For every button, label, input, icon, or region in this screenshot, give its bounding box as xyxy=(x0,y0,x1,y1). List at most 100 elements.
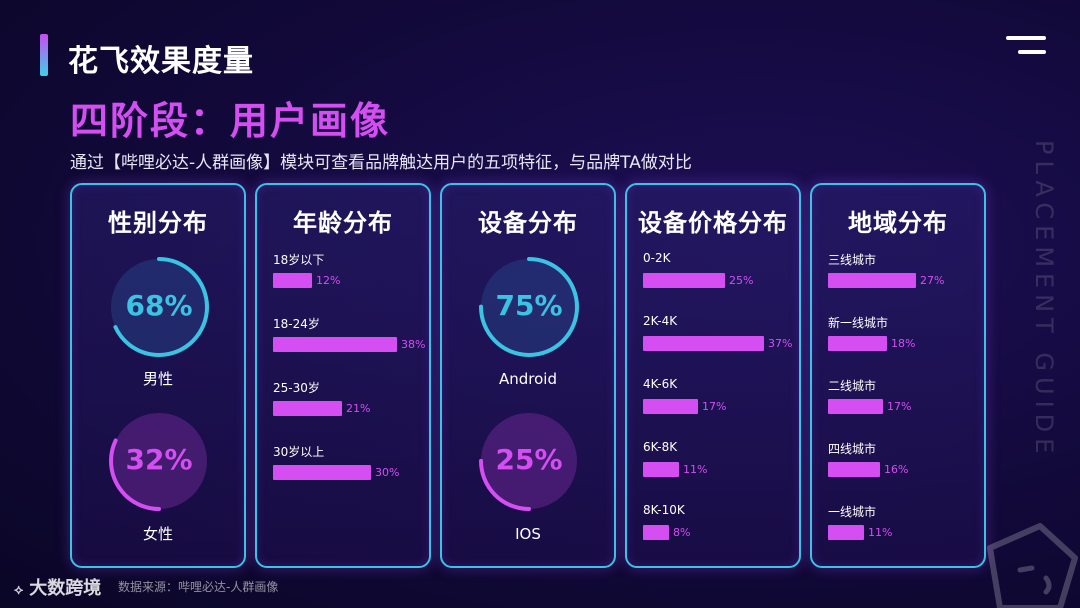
android-percentage: 75% xyxy=(495,289,563,322)
female-label: 女性 xyxy=(142,525,173,543)
price-bar-item: 6K-8K 11% xyxy=(643,440,803,477)
footer-logo: ⟡ 大数跨境 xyxy=(14,574,101,600)
region-bar-item: 新一线城市 18% xyxy=(828,314,988,351)
price-bar-row: 37% xyxy=(643,335,803,351)
age-bar-value: 38% xyxy=(401,337,426,351)
price-bar-label: 8K-10K xyxy=(643,503,685,517)
age-bar-fill xyxy=(273,336,397,352)
android-donut: 75% xyxy=(477,255,581,359)
price-bar-fill xyxy=(643,524,669,540)
region-bar-item: 三线城市 27% xyxy=(828,251,988,288)
price-bar-fill xyxy=(643,398,698,414)
region-bar-row: 16% xyxy=(828,461,988,477)
age-bar-value: 21% xyxy=(346,401,371,415)
age-bar-row: 30% xyxy=(273,464,433,480)
side-watermark-text: PLACEMENT GUIDE xyxy=(1030,140,1058,460)
region-bar-value: 18% xyxy=(891,336,916,350)
price-bar-value: 17% xyxy=(702,399,727,413)
region-bar-label: 四线城市 xyxy=(828,442,877,456)
price-bar-row: 11% xyxy=(643,461,803,477)
gender-panel: 性别分布 68% 男性 32% 女性 xyxy=(70,183,246,568)
price-bar-value: 11% xyxy=(683,462,708,476)
ios-donut: 25% xyxy=(477,409,581,513)
price-bar-label: 2K-4K xyxy=(643,314,678,328)
gender-panel-title: 性别分布 xyxy=(108,209,208,237)
region-bar-label: 一线城市 xyxy=(828,505,877,519)
age-bar-item: 18岁以下 12% xyxy=(273,251,433,288)
region-bar-value: 11% xyxy=(868,525,893,539)
region-bar-value: 16% xyxy=(884,462,909,476)
region-bar-item: 二线城市 17% xyxy=(828,377,988,414)
region-bar-row: 18% xyxy=(828,335,988,351)
logo-mark-icon: ⟡ xyxy=(14,582,24,598)
price-panel-title: 设备价格分布 xyxy=(638,209,788,237)
region-bar-row: 11% xyxy=(828,524,988,540)
age-bar-value: 30% xyxy=(375,465,400,479)
region-bar-fill xyxy=(828,335,887,351)
age-bar-label: 18岁以下 xyxy=(273,253,325,267)
region-panel: 地域分布 三线城市 27% 新一线城市 18% 二线城市 17% 四线城市 16% 一线城市 11… xyxy=(810,183,986,568)
page-subtitle: 四阶段：用户画像 xyxy=(70,99,391,143)
price-bar-label: 0-2K xyxy=(643,251,671,265)
age-bar-fill xyxy=(273,272,312,288)
footer-logo-text: 大数跨境 xyxy=(29,578,102,599)
region-bar-item: 一线城市 11% xyxy=(828,503,988,540)
price-bar-label: 6K-8K xyxy=(643,440,678,454)
male-label: 男性 xyxy=(142,370,173,388)
male-donut-ring xyxy=(109,257,209,357)
device-panel-title: 设备分布 xyxy=(478,209,578,237)
age-bar-fill xyxy=(273,464,371,480)
price-bar-item: 0-2K 25% xyxy=(643,251,803,288)
price-bar-fill xyxy=(643,335,764,351)
region-bar-fill xyxy=(828,398,883,414)
price-bar-item: 2K-4K 37% xyxy=(643,314,803,351)
age-bar-row: 12% xyxy=(273,272,433,288)
ios-donut-ring xyxy=(479,411,579,511)
menu-icon[interactable] xyxy=(1006,36,1046,60)
title-accent-bar xyxy=(40,34,48,76)
male-donut: 68% xyxy=(107,255,211,359)
region-bar-value: 17% xyxy=(887,399,912,413)
region-bar-row: 27% xyxy=(828,272,988,288)
region-bar-row: 17% xyxy=(828,398,988,414)
age-bar-item: 30岁以上 30% xyxy=(273,443,433,480)
region-bar-fill xyxy=(828,524,864,540)
female-percentage: 32% xyxy=(125,443,193,476)
page-description: 通过【哔哩必达-人群画像】模块可查看品牌触达用户的五项特征，与品牌TA做对比 xyxy=(70,153,692,173)
region-bar-label: 二线城市 xyxy=(828,379,877,393)
ios-label: IOS xyxy=(515,525,541,543)
price-bar-row: 17% xyxy=(643,398,803,414)
age-bar-row: 38% xyxy=(273,336,433,352)
android-donut-ring xyxy=(479,257,579,357)
price-bar-value: 8% xyxy=(673,525,691,539)
price-bar-value: 25% xyxy=(729,273,754,287)
ios-percentage: 25% xyxy=(495,443,563,476)
price-bar-fill xyxy=(643,461,679,477)
price-bar-row: 8% xyxy=(643,524,803,540)
female-donut-ring xyxy=(109,411,209,511)
price-bar-fill xyxy=(643,272,725,288)
region-bar-label: 新一线城市 xyxy=(828,316,889,330)
page-title: 花飞效果度量 xyxy=(68,44,254,79)
device-panel: 设备分布 75% Android 25% IOS xyxy=(440,183,616,568)
age-bar-label: 30岁以上 xyxy=(273,445,325,459)
age-bar-fill xyxy=(273,400,342,416)
price-bar-row: 25% xyxy=(643,272,803,288)
region-bar-label: 三线城市 xyxy=(828,253,877,267)
price-bar-item: 8K-10K 8% xyxy=(643,503,803,540)
age-panel: 年龄分布 18岁以下 12% 18-24岁 38% 25-30岁 21% 30岁以上 30% xyxy=(255,183,431,568)
region-bar-fill xyxy=(828,461,880,477)
android-label: Android xyxy=(499,370,557,388)
age-bar-label: 25-30岁 xyxy=(273,381,320,395)
age-bar-value: 12% xyxy=(316,273,341,287)
age-bar-row: 21% xyxy=(273,400,433,416)
price-panel: 设备价格分布 0-2K 25% 2K-4K 37% 4K-6K 17% 6K-8K 11% 8K… xyxy=(625,183,801,568)
region-bar-fill xyxy=(828,272,916,288)
price-bar-item: 4K-6K 17% xyxy=(643,377,803,414)
region-bar-item: 四线城市 16% xyxy=(828,440,988,477)
region-bar-value: 27% xyxy=(920,273,945,287)
price-bar-value: 37% xyxy=(768,336,793,350)
age-bar-label: 18-24岁 xyxy=(273,317,320,331)
age-bar-item: 18-24岁 38% xyxy=(273,315,433,352)
region-panel-title: 地域分布 xyxy=(848,209,948,237)
